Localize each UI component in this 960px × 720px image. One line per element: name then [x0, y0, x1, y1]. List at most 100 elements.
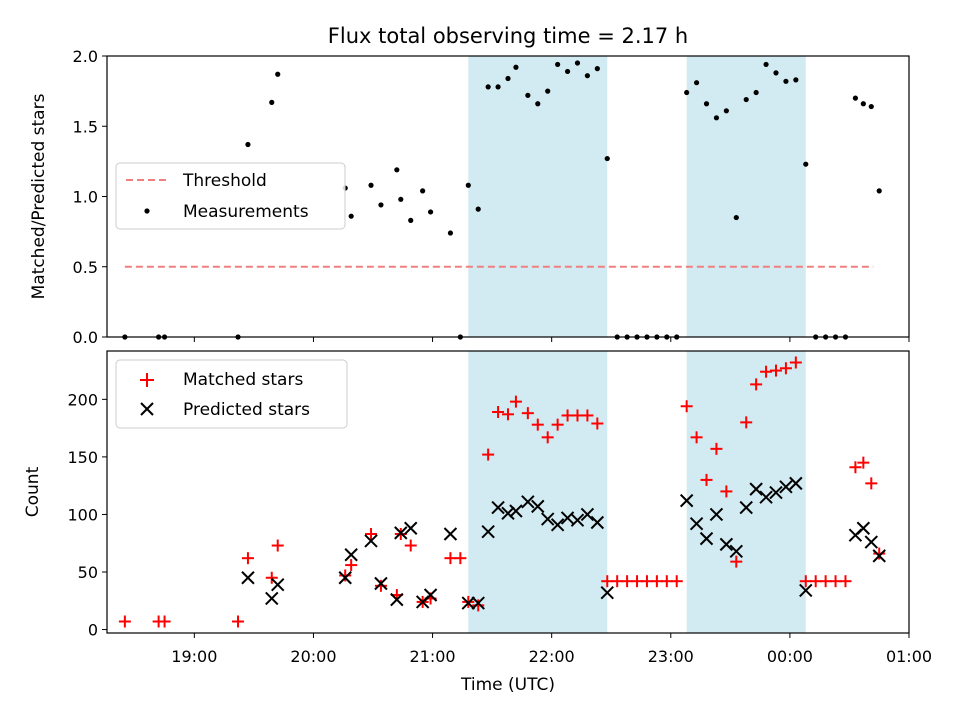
measurement-point: [723, 108, 729, 114]
matched-point: [241, 552, 254, 565]
predicted-point: [374, 576, 388, 591]
measurement-point: [420, 188, 426, 194]
matched-point: [750, 378, 763, 391]
x-axis-label: Time (UTC): [460, 675, 555, 695]
measurement-point: [860, 101, 866, 107]
predicted-point: [501, 506, 515, 521]
predicted-point: [404, 521, 418, 535]
x-tick-label: 19:00: [171, 647, 217, 666]
matched-stars-legend-label: Matched stars: [183, 370, 303, 390]
matched-point: [365, 528, 378, 541]
top-y-ticks: 0.0 0.5 1.0 1.5 2.0: [73, 47, 107, 347]
predicted-point: [856, 521, 871, 535]
predicted-point: [521, 495, 535, 509]
predicted-stars-series: [241, 476, 886, 610]
measurement-point: [852, 95, 859, 101]
measurements-legend-label: Measurements: [183, 202, 309, 222]
y-tick-label: 0.0: [73, 328, 98, 347]
predicted-point: [689, 516, 704, 531]
matched-point: [521, 407, 534, 420]
top-y-axis-label: Matched/Predicted stars: [29, 93, 49, 299]
matched-point: [472, 599, 485, 612]
predicted-point: [540, 512, 555, 526]
matched-point: [492, 406, 505, 419]
predicted-point: [789, 476, 803, 491]
predicted-point: [241, 571, 255, 585]
y-tick-label: 0: [88, 621, 98, 640]
matched-point: [849, 461, 862, 474]
matched-point: [374, 579, 387, 592]
matched-stars-legend-swatch: [140, 373, 154, 387]
matched-point: [865, 477, 878, 490]
top-legend-box: [115, 162, 346, 230]
y-tick-label: 100: [67, 505, 98, 524]
matched-point: [720, 485, 733, 498]
predicted-stars-legend-label: Predicted stars: [183, 400, 310, 420]
shaded-interval: [468, 351, 608, 633]
measurement-point: [394, 167, 400, 173]
matched-point: [271, 539, 284, 552]
measurement-point: [773, 70, 779, 76]
predicted-point: [491, 500, 505, 515]
measurement-point: [245, 141, 251, 148]
predicted-point: [600, 586, 614, 600]
measurement-point: [348, 213, 354, 219]
matched-point: [454, 552, 467, 565]
matched-point: [839, 575, 852, 588]
predicted-point: [709, 507, 724, 522]
measurement-point: [378, 202, 384, 208]
bottom-axes-frame: [106, 350, 910, 634]
measurement-point: [733, 214, 739, 221]
matched-point: [873, 547, 886, 560]
matched-point: [779, 362, 792, 375]
measurement-point: [495, 84, 501, 90]
predicted-point: [461, 596, 476, 610]
predicted-stars-legend-swatch: [140, 402, 154, 416]
shaded-interval: [686, 351, 806, 633]
measurement-point: [475, 206, 481, 212]
matched-point: [730, 555, 743, 568]
bottom-y-ticks: 0 50 100 150 200: [67, 390, 107, 640]
measurement-point: [783, 78, 789, 84]
predicted-point: [344, 548, 358, 562]
measurement-point: [275, 71, 281, 77]
matched-point: [591, 417, 604, 430]
measurement-point: [713, 115, 720, 121]
matched-point: [740, 416, 753, 429]
predicted-point: [443, 527, 458, 541]
predicted-point: [872, 549, 886, 563]
matched-point: [482, 448, 495, 461]
matched-point: [857, 456, 870, 469]
measurement-point: [465, 182, 471, 188]
predicted-point: [570, 513, 585, 527]
x-tick-label: 21:00: [410, 647, 456, 666]
predicted-point: [719, 537, 734, 552]
y-tick-label: 1.5: [73, 117, 98, 136]
predicted-point: [531, 499, 545, 514]
measurement-point: [505, 75, 511, 82]
bottom-legend-box: [115, 359, 348, 429]
measurement-point: [753, 89, 759, 96]
predicted-point: [699, 531, 714, 546]
matched-point: [509, 395, 522, 408]
y-tick-label: 200: [67, 390, 98, 409]
matched-point: [690, 431, 703, 444]
measurement-point: [868, 103, 874, 110]
measurement-point: [545, 88, 551, 94]
predicted-point: [509, 504, 523, 518]
x-tick-label: 00:00: [767, 647, 813, 666]
bottom-legend: Matched stars Predicted stars: [115, 359, 348, 429]
matched-point: [265, 571, 278, 584]
threshold-legend-label: Threshold: [182, 171, 267, 191]
measurement-point: [703, 101, 710, 107]
y-tick-label: 1.0: [73, 188, 98, 207]
matched-point: [769, 364, 782, 377]
predicted-point: [265, 591, 279, 606]
measurement-point: [555, 61, 561, 68]
y-tick-label: 50: [78, 563, 98, 582]
matched-point: [339, 569, 352, 582]
matched-point: [551, 418, 564, 431]
top-x-ticks: [193, 337, 910, 342]
measurement-point: [803, 161, 809, 167]
